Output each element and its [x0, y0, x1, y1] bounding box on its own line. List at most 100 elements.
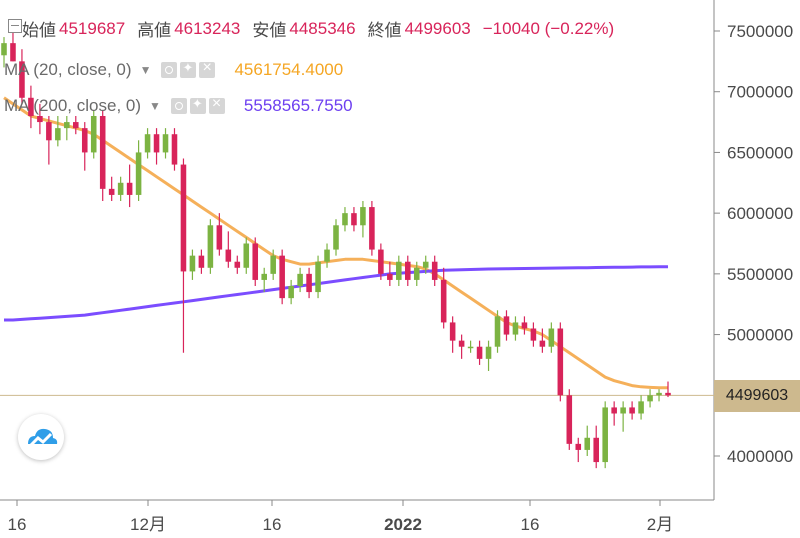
candle-body — [117, 182, 124, 195]
candle-body — [306, 273, 312, 293]
candle-body — [37, 116, 43, 123]
high-key: 高値 — [137, 21, 172, 40]
ma20-value: 4561754.4000 — [234, 60, 344, 79]
y-tick-label: 6000000 — [727, 204, 793, 223]
y-tick-label: 6500000 — [727, 143, 793, 162]
candle-body — [530, 328, 537, 341]
candle-body — [351, 213, 357, 226]
close-value: 4499603 — [404, 18, 471, 38]
ma20-line — [3, 96, 668, 390]
candle-body — [90, 116, 97, 153]
gear-icon[interactable] — [180, 60, 197, 78]
collapse-icon[interactable] — [8, 19, 22, 33]
close-key: 終値 — [367, 21, 402, 40]
chevron-down-icon[interactable]: ▼ — [149, 99, 161, 113]
candle-body — [620, 407, 626, 414]
candle-body — [575, 443, 582, 450]
candle-body — [324, 249, 330, 262]
candle-body — [19, 61, 25, 98]
candle-body — [360, 207, 366, 226]
candle-body — [261, 273, 267, 280]
open-key: 始値 — [22, 21, 56, 40]
y-tick-label: 7500000 — [727, 22, 793, 41]
candle-body — [584, 437, 591, 450]
x-tick-label: 16 — [8, 515, 27, 534]
candle-body — [413, 267, 420, 280]
candle-body — [656, 392, 662, 396]
candle-body — [440, 279, 447, 323]
ma20-legend[interactable]: MA (20, close, 0) ▼ 4561754.4000 — [4, 59, 344, 80]
candle-body — [566, 395, 573, 444]
candle-body — [252, 243, 259, 280]
candle-body — [512, 322, 519, 335]
last-price-tag: 4499603 — [714, 380, 800, 412]
candle-body — [225, 249, 232, 262]
candle-body — [548, 328, 555, 347]
candle-body — [126, 182, 133, 195]
candle-body — [503, 316, 510, 335]
chevron-down-icon[interactable]: ▼ — [139, 63, 152, 77]
candle-body — [81, 128, 88, 153]
eye-icon[interactable] — [161, 62, 178, 78]
candle-body — [396, 261, 402, 280]
candle-body — [539, 340, 546, 347]
candle-body — [369, 207, 375, 250]
candle-body — [288, 286, 294, 299]
candle-body — [638, 401, 644, 414]
candle-body — [431, 261, 438, 280]
ohlc-legend: 始値 4519687 高値 4613243 安値 4485346 終値 4499… — [8, 16, 626, 41]
candle-body — [297, 273, 303, 286]
candle-body — [64, 122, 70, 129]
x-tick-label: 2022 — [384, 515, 422, 534]
gear-icon[interactable] — [189, 96, 206, 114]
candle-body — [189, 255, 196, 272]
y-tick-label: 5500000 — [727, 265, 793, 284]
candle-body — [467, 346, 474, 349]
candle-body — [315, 261, 321, 293]
candle-body — [46, 122, 52, 141]
candle-body — [405, 261, 411, 280]
candle-body — [162, 134, 169, 153]
candle-body — [135, 152, 142, 195]
candle-body — [629, 407, 635, 414]
eye-icon[interactable] — [170, 98, 187, 114]
candle-body — [216, 225, 223, 250]
candle-body — [144, 134, 151, 153]
x-tick-label: 12月 — [130, 515, 166, 534]
candle-body — [55, 128, 61, 141]
tradingview-logo-icon[interactable] — [18, 414, 64, 460]
ma200-legend[interactable]: MA (200, close, 0) ▼ 5558565.7550 — [4, 95, 353, 116]
candle-body — [458, 340, 465, 347]
low-value: 4485346 — [289, 18, 356, 38]
ma20-label: MA (20, close, 0) — [4, 60, 132, 79]
candle-body — [198, 255, 205, 268]
candle-body — [611, 407, 617, 414]
candle-body — [73, 122, 79, 129]
close-icon[interactable] — [199, 59, 216, 78]
open-value: 4519687 — [59, 18, 126, 38]
candle-body — [234, 261, 241, 268]
candle-body — [99, 116, 106, 189]
candle-body — [279, 255, 285, 299]
candle-body — [665, 392, 671, 396]
candle-body — [342, 213, 348, 226]
candle-body — [28, 97, 34, 116]
candle-body — [521, 322, 528, 329]
y-tick-label: 7000000 — [727, 83, 793, 102]
close-icon[interactable] — [208, 95, 225, 114]
low-key: 安値 — [252, 21, 287, 40]
candle-body — [602, 407, 608, 463]
candle-body — [270, 255, 276, 274]
ma200-line — [4, 265, 669, 322]
x-tick-label: 16 — [263, 515, 282, 534]
candle-body — [207, 225, 214, 268]
y-tick-label: 4000000 — [727, 447, 793, 466]
candle-body — [593, 437, 599, 463]
candle-body — [557, 328, 564, 396]
candle-body — [387, 273, 393, 280]
candle-body — [108, 188, 115, 195]
candle-body — [180, 164, 187, 272]
candle-body — [333, 225, 339, 250]
